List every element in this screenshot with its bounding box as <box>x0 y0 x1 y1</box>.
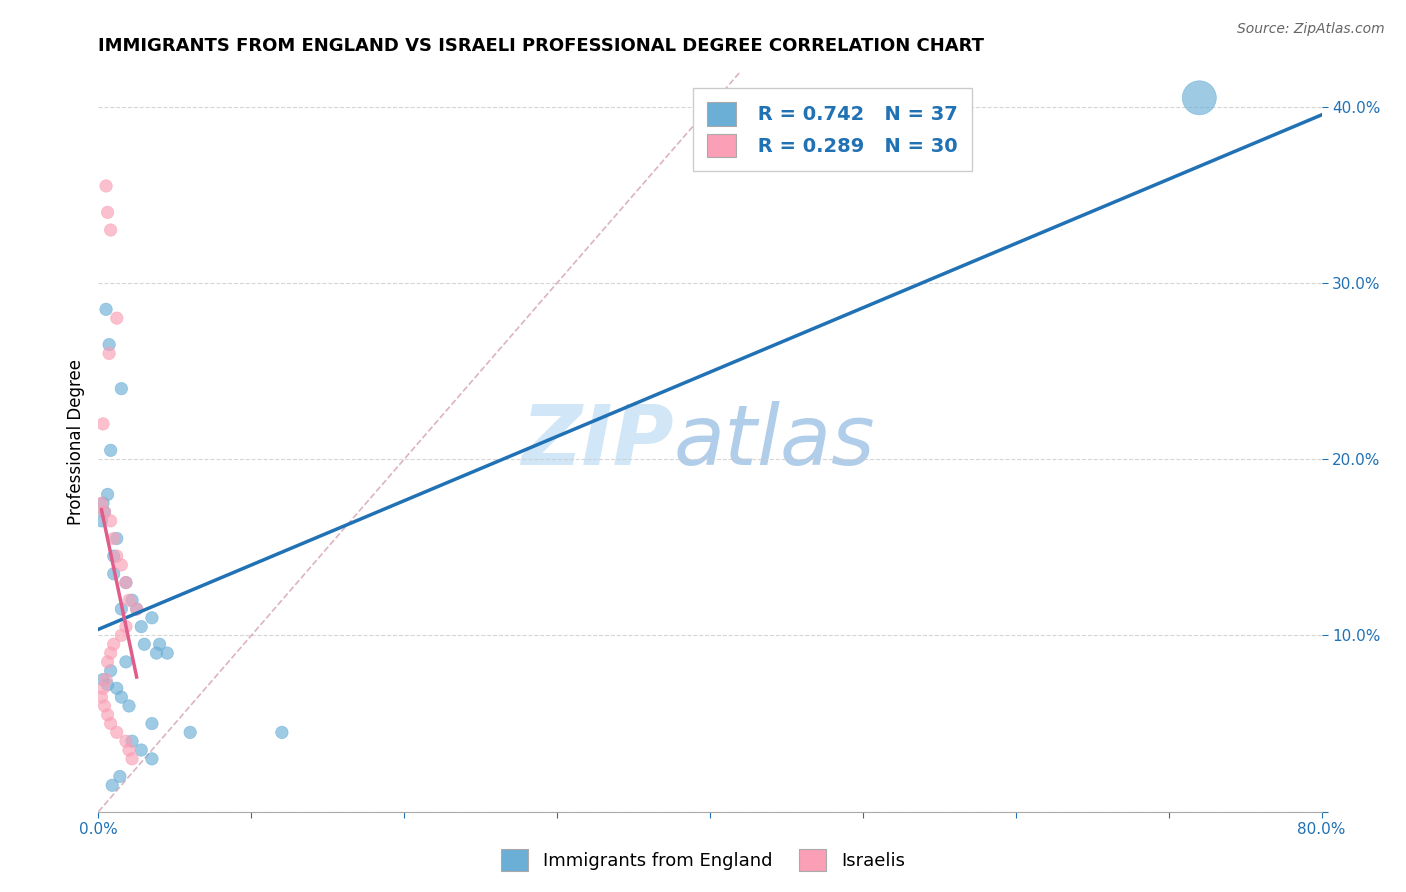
Point <box>105 532 128 546</box>
Point <box>115 619 138 633</box>
Point <box>98 346 121 360</box>
Point <box>115 575 138 590</box>
Point <box>90 690 112 705</box>
Point <box>97 205 120 219</box>
Text: Source: ZipAtlas.com: Source: ZipAtlas.com <box>1237 22 1385 37</box>
Point <box>121 734 143 748</box>
Point <box>98 337 121 351</box>
Point <box>105 311 128 326</box>
Point <box>141 611 163 625</box>
Point <box>134 637 156 651</box>
Point <box>97 678 120 692</box>
Point <box>100 443 122 458</box>
Point <box>91 417 114 431</box>
Point <box>110 690 132 705</box>
Point <box>118 743 141 757</box>
Point <box>110 602 132 616</box>
Point <box>100 664 122 678</box>
Point <box>129 619 152 633</box>
Point <box>118 593 141 607</box>
Text: ZIP: ZIP <box>520 401 673 482</box>
Point <box>93 698 115 713</box>
Point <box>115 575 138 590</box>
Point <box>100 646 122 660</box>
Point <box>91 681 114 696</box>
Point <box>93 505 115 519</box>
Point <box>125 602 148 616</box>
Point <box>103 637 125 651</box>
Legend:  R = 0.742   N = 37,  R = 0.289   N = 30: R = 0.742 N = 37, R = 0.289 N = 30 <box>693 88 972 171</box>
Point <box>1188 91 1211 105</box>
Point <box>125 602 148 616</box>
Point <box>100 223 122 237</box>
Point <box>108 769 131 783</box>
Point <box>115 734 138 748</box>
Point <box>101 778 124 792</box>
Point <box>105 681 128 696</box>
Point <box>91 496 114 510</box>
Point <box>103 549 125 563</box>
Point <box>179 725 201 739</box>
Point <box>91 673 114 687</box>
Point <box>90 496 112 510</box>
Point <box>141 716 163 731</box>
Point <box>156 646 179 660</box>
Point <box>110 382 132 396</box>
Point <box>93 505 115 519</box>
Point <box>149 637 172 651</box>
Point <box>100 716 122 731</box>
Text: atlas: atlas <box>673 401 875 482</box>
Point <box>97 707 120 722</box>
Point <box>97 487 120 501</box>
Legend: Immigrants from England, Israelis: Immigrants from England, Israelis <box>494 842 912 879</box>
Point <box>110 558 132 572</box>
Point <box>94 178 117 193</box>
Point <box>115 655 138 669</box>
Point <box>121 593 143 607</box>
Point <box>90 514 112 528</box>
Y-axis label: Professional Degree: Professional Degree <box>66 359 84 524</box>
Point <box>118 698 141 713</box>
Point <box>129 743 152 757</box>
Point <box>105 725 128 739</box>
Point <box>100 514 122 528</box>
Point <box>121 752 143 766</box>
Point <box>141 752 163 766</box>
Point <box>94 673 117 687</box>
Text: IMMIGRANTS FROM ENGLAND VS ISRAELI PROFESSIONAL DEGREE CORRELATION CHART: IMMIGRANTS FROM ENGLAND VS ISRAELI PROFE… <box>98 37 984 54</box>
Point <box>97 655 120 669</box>
Point <box>110 628 132 642</box>
Point <box>94 302 117 317</box>
Point <box>105 549 128 563</box>
Point <box>270 725 292 739</box>
Point <box>103 566 125 581</box>
Point <box>145 646 167 660</box>
Point <box>103 532 125 546</box>
